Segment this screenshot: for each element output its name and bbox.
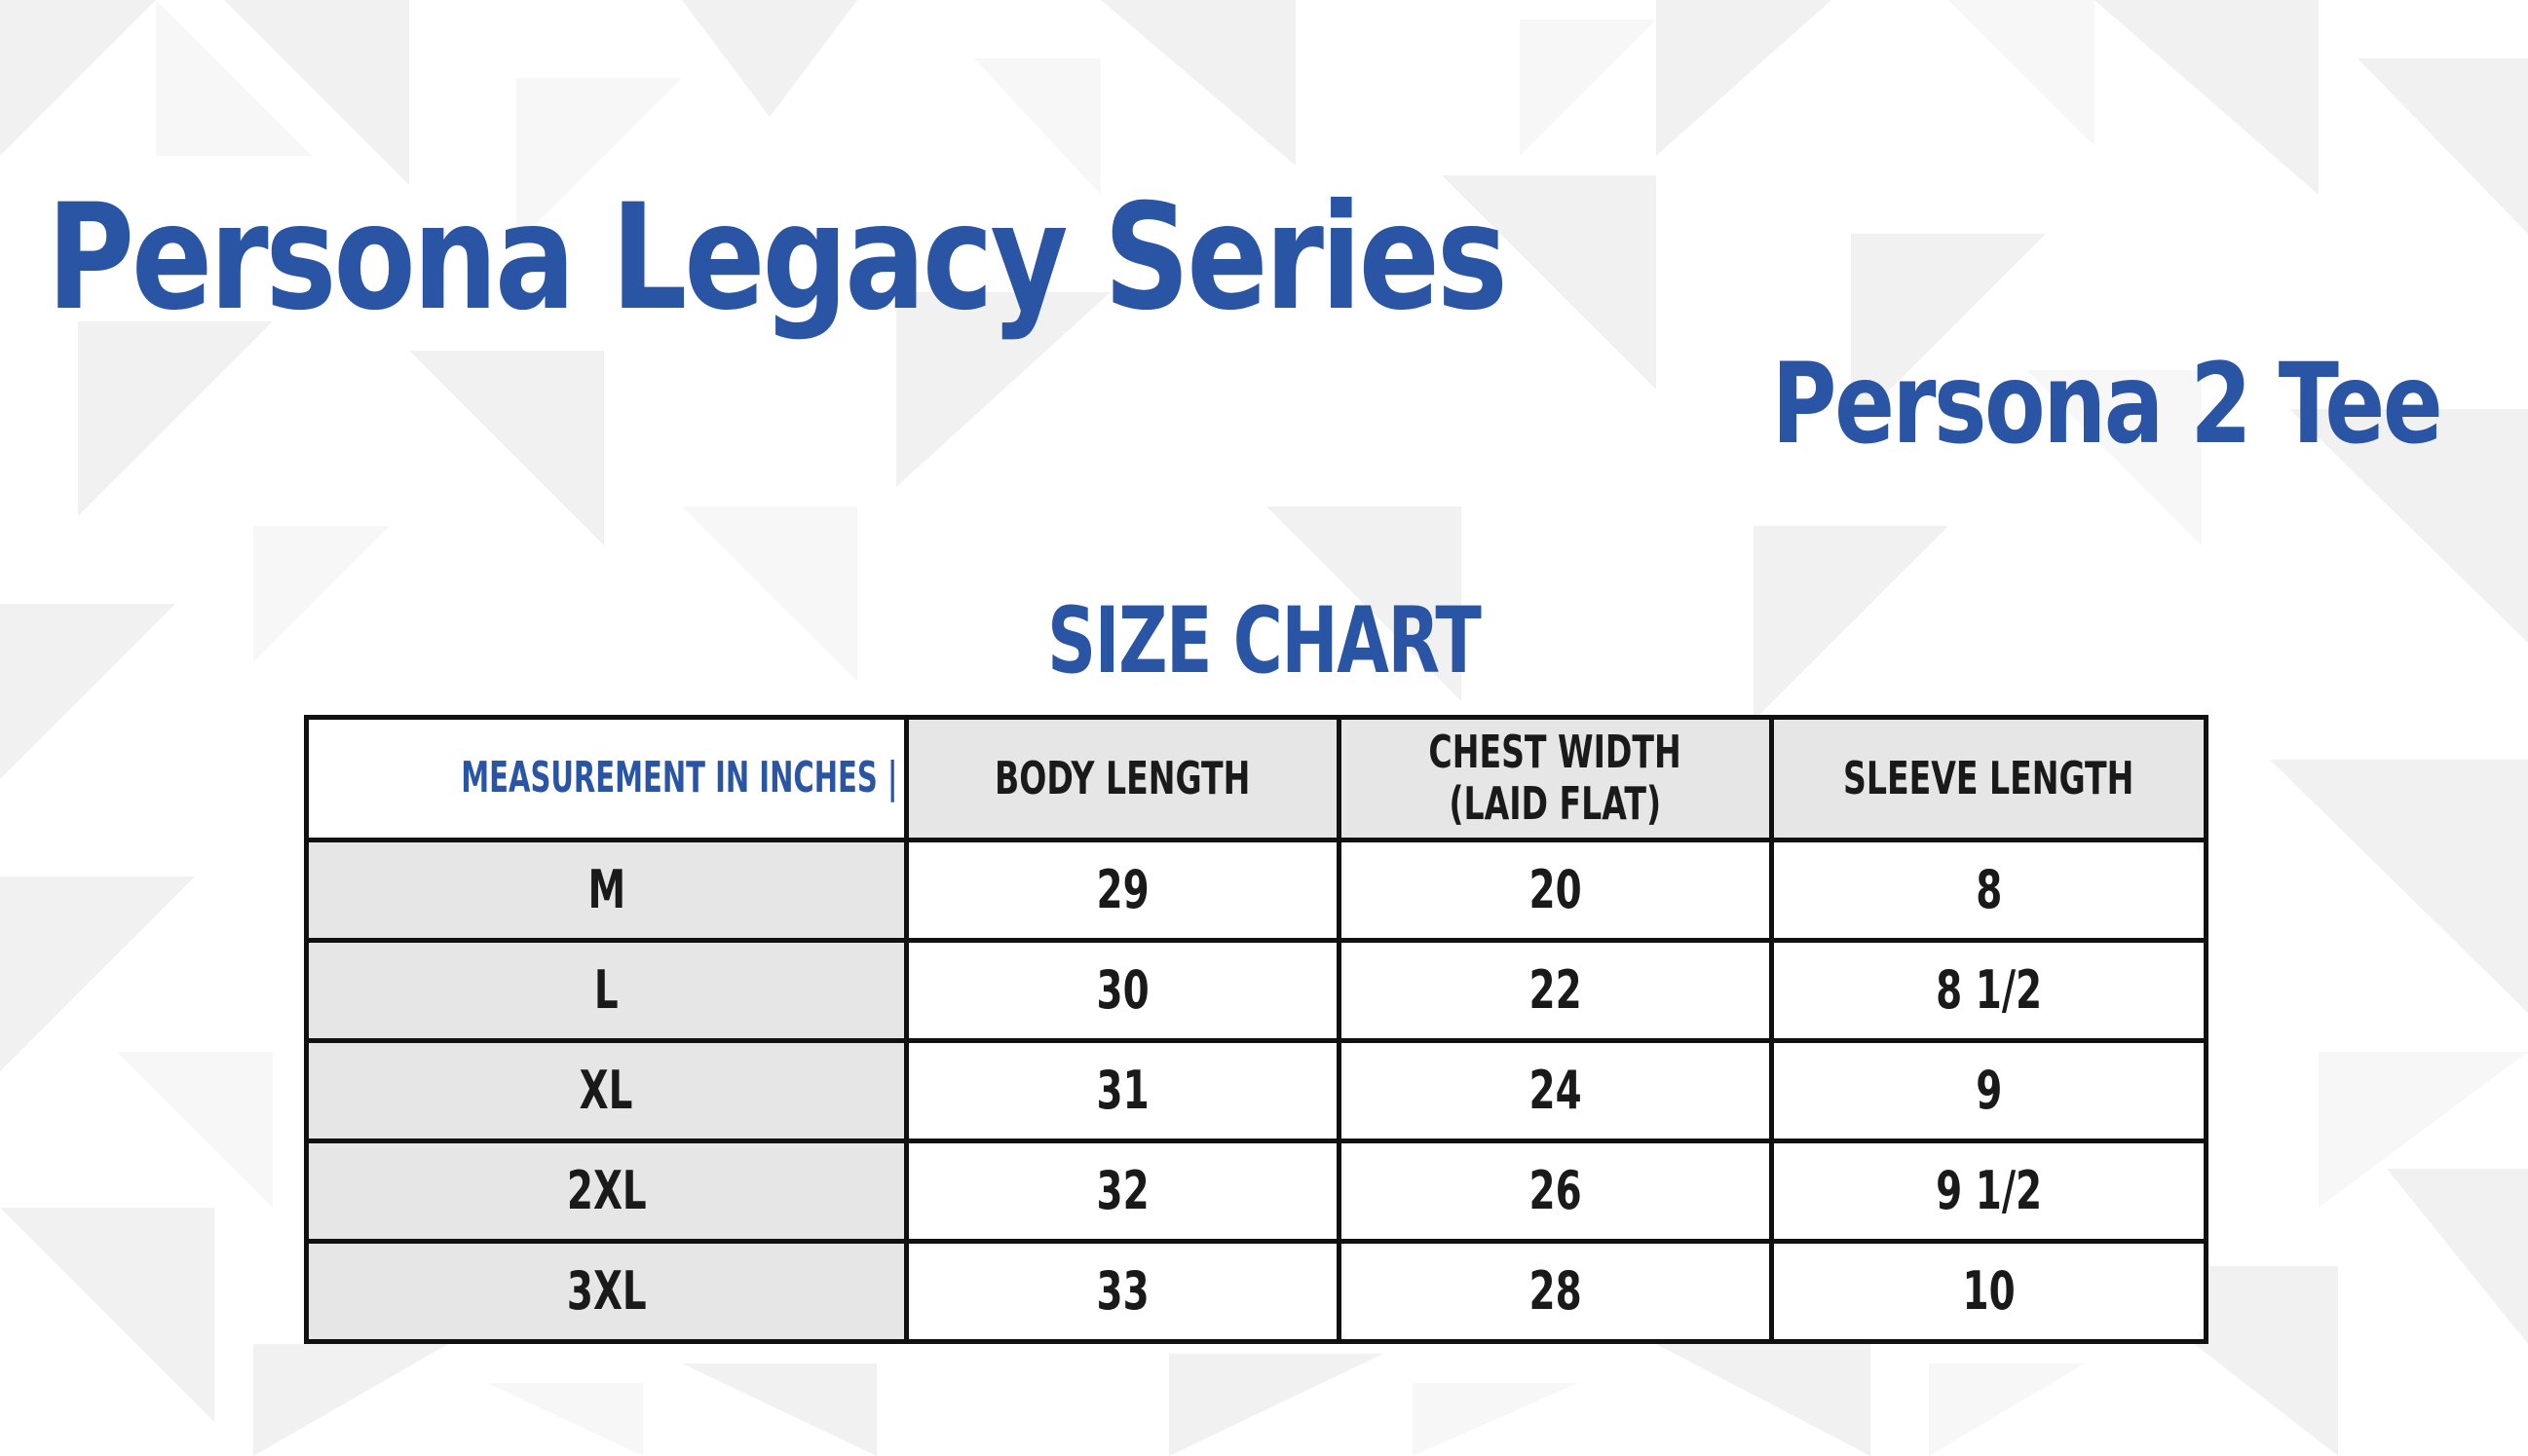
table-row: 3XL 33 28 10 bbox=[304, 1238, 2208, 1345]
size-label: XL bbox=[580, 1060, 633, 1122]
chest-width-value: 24 bbox=[1528, 1060, 1582, 1122]
sleeve-length-value: 8 1/2 bbox=[1936, 959, 2042, 1022]
column-header-sleeve-length: SLEEVE LENGTH bbox=[1769, 715, 2208, 842]
body-length-value: 33 bbox=[1096, 1260, 1150, 1323]
size-label-cell: L bbox=[304, 937, 909, 1043]
chest-width-value: 28 bbox=[1528, 1260, 1582, 1323]
column-header-sublabel: (LAID FLAT) bbox=[1449, 777, 1662, 831]
sleeve-length-cell: 9 bbox=[1769, 1037, 2208, 1143]
sleeve-length-value: 10 bbox=[1962, 1260, 2016, 1323]
size-chart-title: SIZE CHART bbox=[0, 596, 2528, 688]
body-length-cell: 30 bbox=[904, 937, 1341, 1043]
sleeve-length-value: 9 bbox=[1975, 1060, 2003, 1122]
chest-width-cell: 22 bbox=[1337, 937, 1774, 1043]
chest-width-cell: 28 bbox=[1337, 1238, 1774, 1345]
body-length-value: 30 bbox=[1096, 959, 1150, 1022]
chest-width-value: 20 bbox=[1528, 859, 1582, 921]
size-chart-table: MEASUREMENT IN INCHES | US SIZES BODY LE… bbox=[304, 715, 2208, 1345]
chest-width-cell: 24 bbox=[1337, 1037, 1774, 1143]
body-length-cell: 32 bbox=[904, 1138, 1341, 1244]
column-header-chest-width: CHEST WIDTH (LAID FLAT) bbox=[1337, 715, 1774, 842]
column-header-label: BODY LENGTH bbox=[995, 751, 1251, 804]
table-row: XL 31 24 9 bbox=[304, 1037, 2208, 1143]
sleeve-length-cell: 10 bbox=[1769, 1238, 2208, 1345]
body-length-value: 31 bbox=[1096, 1060, 1150, 1122]
sleeve-length-value: 8 bbox=[1975, 859, 2003, 921]
chest-width-value: 22 bbox=[1528, 959, 1582, 1022]
size-label-cell: 2XL bbox=[304, 1138, 909, 1244]
chest-width-cell: 26 bbox=[1337, 1138, 1774, 1244]
size-label: 3XL bbox=[566, 1260, 647, 1323]
body-length-value: 32 bbox=[1096, 1160, 1150, 1222]
size-label-cell: M bbox=[304, 837, 909, 943]
series-title: Persona Legacy Series bbox=[47, 173, 1508, 343]
product-title: Persona 2 Tee bbox=[1771, 339, 2442, 468]
body-length-cell: 31 bbox=[904, 1037, 1341, 1143]
table-row: 2XL 32 26 9 1/2 bbox=[304, 1138, 2208, 1244]
sleeve-length-value: 9 1/2 bbox=[1936, 1160, 2042, 1222]
sleeve-length-cell: 8 1/2 bbox=[1769, 937, 2208, 1043]
body-length-cell: 33 bbox=[904, 1238, 1341, 1345]
size-label: 2XL bbox=[566, 1160, 647, 1222]
column-header-label: CHEST WIDTH bbox=[1428, 726, 1682, 779]
size-label: L bbox=[594, 959, 619, 1022]
sleeve-length-cell: 8 bbox=[1769, 837, 2208, 943]
size-label-cell: XL bbox=[304, 1037, 909, 1143]
size-label-cell: 3XL bbox=[304, 1238, 909, 1345]
measurement-units-header: MEASUREMENT IN INCHES | US SIZES bbox=[304, 715, 909, 842]
column-header-label: SLEEVE LENGTH bbox=[1843, 751, 2134, 804]
table-row: M 29 20 8 bbox=[304, 837, 2208, 943]
sleeve-length-cell: 9 1/2 bbox=[1769, 1138, 2208, 1244]
size-chart-title-text: SIZE CHART bbox=[1047, 588, 1482, 694]
chest-width-value: 26 bbox=[1528, 1160, 1582, 1222]
body-length-value: 29 bbox=[1096, 859, 1150, 921]
column-header-body-length: BODY LENGTH bbox=[904, 715, 1341, 842]
table-header-row: MEASUREMENT IN INCHES | US SIZES BODY LE… bbox=[304, 715, 2208, 842]
body-length-cell: 29 bbox=[904, 837, 1341, 943]
size-label: M bbox=[587, 859, 625, 921]
chest-width-cell: 20 bbox=[1337, 837, 1774, 943]
measurement-units-label: MEASUREMENT IN INCHES | US SIZES bbox=[461, 752, 901, 803]
table-row: L 30 22 8 1/2 bbox=[304, 937, 2208, 1043]
